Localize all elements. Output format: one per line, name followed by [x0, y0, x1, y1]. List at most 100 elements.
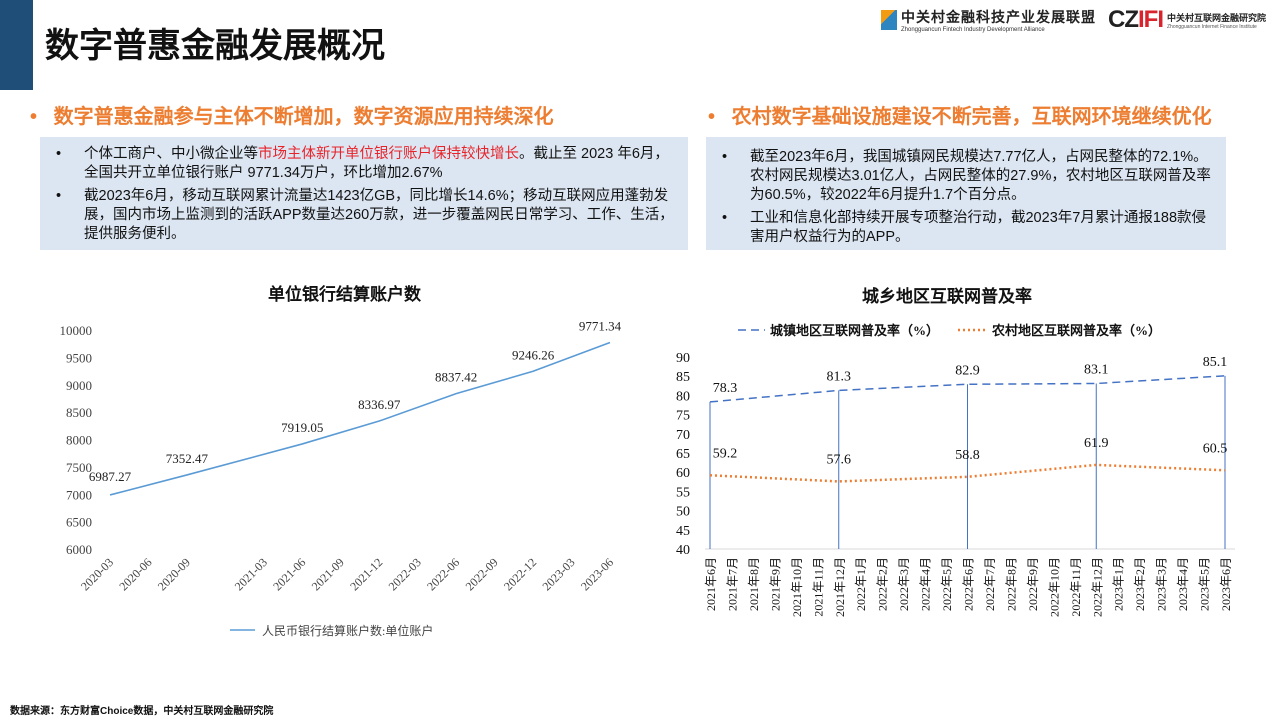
right-text-box: 截至2023年6月，我国城镇网民规模达7.77亿人，占网民整体的72.1%。农村… [706, 137, 1226, 250]
chart2-title: 城乡地区互联网普及率 [862, 287, 1032, 306]
left-bullet-1: 个体工商户、中小微企业等市场主体新开单位银行账户保持较快增长。截止至 2023 … [54, 145, 676, 183]
y-tick-label: 6000 [66, 542, 92, 557]
chart1-title: 单位银行结算账户数 [268, 285, 421, 304]
data-label: 85.1 [1203, 355, 1228, 370]
x-tick-label: 2021年10月 [790, 557, 804, 617]
right-bullet-1: 截至2023年6月，我国城镇网民规模达7.77亿人，占网民整体的72.1%。农村… [720, 148, 1214, 205]
data-label: 9246.26 [512, 347, 555, 362]
x-tick-label: 2022年4月 [919, 557, 933, 611]
y-tick-label: 6500 [66, 515, 92, 530]
legend-label-rural: 农村地区互联网普及率（%） [991, 323, 1161, 338]
logo1-en: Zhongguancun Fintech Industry Developmen… [900, 27, 1045, 33]
data-label: 60.5 [1203, 441, 1228, 456]
x-tick-label: 2023年5月 [1198, 557, 1212, 611]
x-tick-label: 2021年7月 [725, 557, 739, 611]
x-tick-label: 2022年12月 [1090, 557, 1104, 617]
internet-penetration-chart: 40 45 50 55 60 65 70 75 80 85 90 2021年6月 2021年7月 2021… [676, 323, 1235, 617]
logos: 中关村金融科技产业发展联盟 Zhongguancun Fintech Indust… [880, 6, 1266, 34]
x-tick-label: 2022-12 [501, 555, 539, 593]
x-tick-label: 2022年3月 [897, 557, 911, 611]
logo2-cn: 中关村互联网金融研究院 [1166, 12, 1266, 23]
czifi-logo: CZIFI 中关村互联网金融研究院 Zhongguancun Internet F… [1108, 6, 1266, 34]
x-tick-label: 2022年10月 [1047, 557, 1061, 617]
legend-label-urban: 城镇地区互联网普及率（%） [770, 323, 939, 338]
y-tick-label: 7000 [66, 487, 92, 502]
y-tick-label: 70 [676, 428, 690, 443]
data-label: 59.2 [713, 446, 738, 461]
y-tick-label: 45 [676, 524, 690, 539]
data-label: 58.8 [955, 448, 980, 463]
x-tick-label: 2020-09 [155, 555, 193, 593]
x-tick-label: 2021-12 [347, 555, 385, 593]
fintech-alliance-logo: 中关村金融科技产业发展联盟 Zhongguancun Fintech Indust… [880, 7, 1096, 33]
y-tick-label: 8000 [66, 433, 92, 448]
y-tick-label: 75 [676, 409, 690, 424]
data-label: 57.6 [827, 452, 852, 467]
bank-accounts-chart: 6000 6500 7000 7500 8000 8500 9000 9500 10000 202… [60, 319, 622, 638]
y-tick-label: 7500 [66, 460, 92, 475]
x-tick-label: 2023年6月 [1219, 557, 1233, 611]
x-tick-label: 2022年6月 [962, 557, 976, 611]
data-label: 6987.27 [89, 469, 132, 484]
x-tick-label: 2022年2月 [876, 557, 890, 611]
legend-label: 人民币银行结算账户数:单位账户 [262, 623, 433, 638]
x-tick-label: 2023年2月 [1133, 557, 1147, 611]
y-tick-label: 60 [676, 466, 690, 481]
logo2-en: Zhongguancun Internet Finance Institute [1166, 23, 1257, 30]
x-tick-label: 2022-03 [386, 555, 424, 593]
x-tick-label: 2021年6月 [704, 557, 718, 611]
right-section-heading: • 农村数字基础设施建设不断完善，互联网环境继续优化 [708, 106, 1212, 128]
series-line-urban [709, 375, 1226, 403]
y-tick-label: 55 [676, 485, 690, 500]
x-tick-label: 2023年4月 [1176, 557, 1190, 611]
x-tick-label: 2021年8月 [747, 557, 761, 611]
header-accent-bar [0, 0, 33, 90]
x-tick-label: 2022年11月 [1069, 557, 1083, 617]
data-source: 数据来源：东方财富Choice数据，中关村互联网金融研究院 [10, 706, 274, 717]
page-title: 数字普惠金融发展概况 [45, 27, 385, 65]
czifi-mark: CZIFI [1107, 6, 1164, 33]
logo1-cn: 中关村金融科技产业发展联盟 [900, 9, 1096, 25]
x-tick-label: 2021-03 [232, 555, 270, 593]
x-tick-label: 2021-06 [270, 555, 308, 593]
data-label: 7352.47 [166, 451, 209, 466]
y-tick-label: 10000 [60, 323, 93, 338]
y-tick-label: 90 [676, 351, 690, 366]
x-tick-label: 2023年1月 [1112, 557, 1126, 611]
x-tick-label: 2021年11月 [811, 557, 825, 617]
y-tick-label: 85 [676, 370, 690, 385]
cube-logo-icon [880, 10, 897, 30]
series-line [109, 341, 611, 496]
x-tick-label: 2023-03 [539, 555, 577, 593]
x-tick-label: 2023年3月 [1155, 557, 1169, 611]
x-tick-label: 2020-06 [116, 555, 154, 593]
x-tick-label: 2022-09 [463, 555, 501, 593]
y-tick-label: 9000 [66, 378, 92, 393]
data-label: 7919.05 [281, 420, 323, 435]
data-label: 78.3 [713, 381, 738, 396]
x-tick-label: 2023-06 [578, 555, 616, 593]
data-label: 83.1 [1084, 362, 1109, 377]
data-label: 61.9 [1084, 436, 1109, 451]
left-bullet-2: 截2023年6月，移动互联网累计流量达1423亿GB，同比增长14.6%；移动互… [54, 187, 676, 244]
series-line-rural [709, 463, 1226, 483]
x-tick-label: 2020-03 [78, 555, 116, 593]
x-tick-label: 2022年5月 [940, 557, 954, 611]
x-tick-label: 2022-06 [424, 555, 462, 593]
y-tick-label: 65 [676, 447, 690, 462]
right-bullet-2: 工业和信息化部持续开展专项整治行动，截2023年7月累计通报188款侵害用户权益… [720, 209, 1214, 247]
y-tick-label: 50 [676, 505, 690, 520]
data-label: 8837.42 [435, 370, 477, 385]
data-label: 8336.97 [358, 397, 401, 412]
data-label: 9771.34 [579, 319, 622, 334]
data-label: 82.9 [955, 363, 980, 378]
y-tick-label: 80 [676, 389, 690, 404]
x-tick-label: 2021年12月 [833, 557, 847, 617]
x-tick-label: 2021年9月 [768, 557, 782, 611]
y-tick-label: 40 [676, 543, 690, 558]
y-tick-label: 8500 [66, 405, 92, 420]
x-tick-label: 2022年9月 [1026, 557, 1040, 611]
x-tick-label: 2022年1月 [854, 557, 868, 611]
x-tick-label: 2021-09 [309, 555, 347, 593]
x-tick-label: 2022年7月 [983, 557, 997, 611]
